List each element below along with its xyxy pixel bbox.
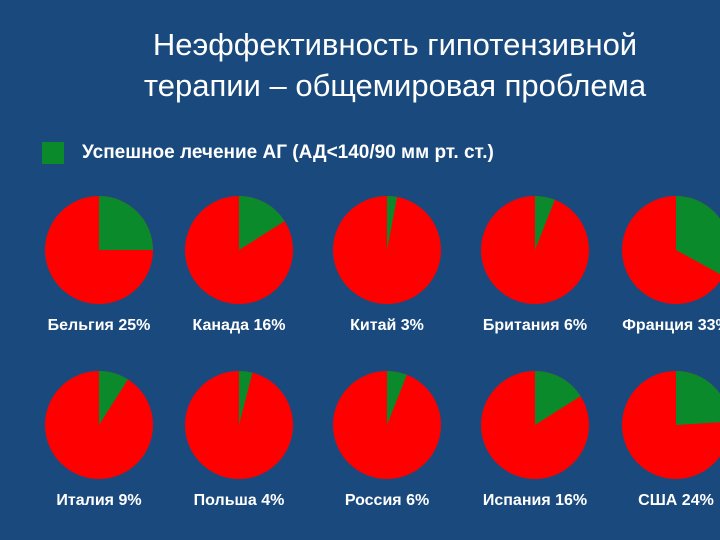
pie-success-slice (387, 196, 398, 250)
pie-label: США 24% (638, 492, 714, 509)
title-line-1: Неэффективность гипотензивной (152, 27, 638, 62)
pie-label: Польша 4% (194, 492, 285, 509)
pie-success-slice (99, 196, 153, 250)
pie-label: Испания 16% (483, 492, 587, 509)
legend-label: Успешное лечение АГ (АД<140/90 мм рт. ст… (82, 142, 494, 163)
pie-success-slice (99, 371, 128, 425)
pie-success-slice (239, 371, 253, 425)
pie-label: Италия 9% (56, 492, 141, 509)
chart-legend: Успешное лечение АГ (АД<140/90 мм рт. ст… (42, 142, 494, 164)
pie-6: Италия 9% (45, 371, 153, 509)
pie-7: Польша 4% (185, 371, 293, 509)
pie-2: Канада 16% (185, 196, 293, 334)
pie-3: Китай 3% (333, 196, 441, 334)
pie-4: Британия 6% (481, 195, 589, 334)
pie-9: Испания 16% (481, 371, 589, 509)
pie-success-slice (387, 371, 407, 425)
slide-title: Неэффективность гипотензивной терапии – … (0, 24, 720, 106)
pie-label: Канада 16% (193, 317, 286, 334)
pie-10: США 24% (622, 371, 720, 509)
pie-label: Китай 3% (350, 317, 424, 334)
pie-label: Россия 6% (345, 492, 429, 509)
pie-label: Франция 33% (622, 317, 720, 334)
pie-1: Бельгия 25% (45, 196, 153, 334)
pie-label: Бельгия 25% (48, 317, 151, 334)
legend-swatch (42, 142, 64, 164)
pie-success-slice (535, 195, 555, 250)
pie-label: Британия 6% (483, 317, 587, 334)
pie-8: Россия 6% (333, 371, 441, 509)
pie-5: Франция 33% (622, 196, 720, 334)
pie-success-slice (239, 196, 285, 250)
pie-success-slice (676, 371, 720, 425)
title-line-2: терапии – общемировая проблема (143, 68, 647, 103)
pie-success-slice (535, 371, 581, 425)
pie-success-slice (676, 196, 720, 275)
